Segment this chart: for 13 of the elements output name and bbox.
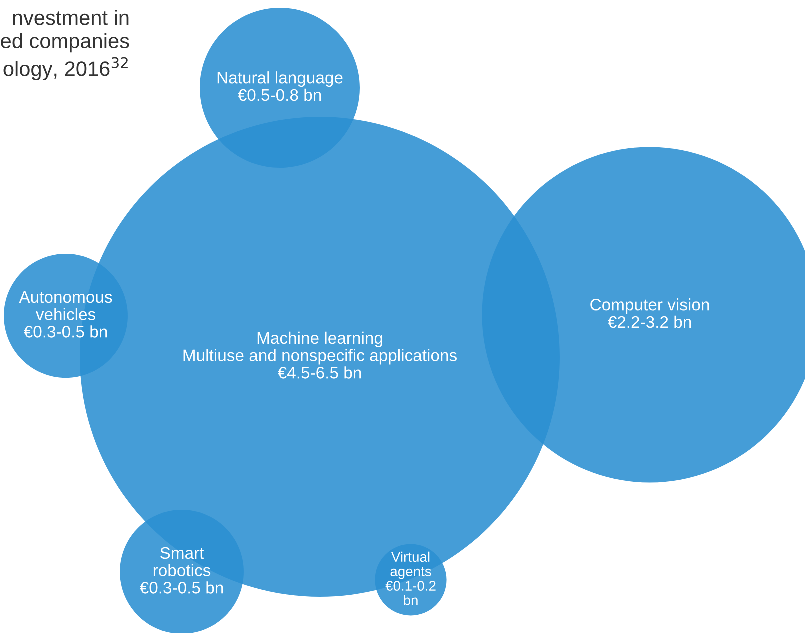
- category-label: Autonomous vehicles: [19, 291, 112, 320]
- data-label: €0.1-0.2 bn: [386, 581, 436, 606]
- data-label: €2.2-3.2 bn: [608, 316, 692, 328]
- category-label: Virtual agents: [390, 552, 432, 580]
- category-label: Machine learning Multiuse and nonspecific applications: [184, 332, 457, 365]
- category-label: Smart robotics: [154, 547, 211, 576]
- text: nvestment in ed companies ology, 2016$^{32}$: [1, 10, 130, 80]
- data-label: €4.5-6.5 bn: [278, 366, 362, 379]
- data-label: €0.3-0.5 bn: [24, 326, 108, 338]
- data-label: €0.5-0.8 bn: [238, 88, 322, 102]
- category-label: Natural language: [218, 72, 343, 88]
- category-label: Computer vision: [590, 298, 710, 314]
- data-label: €0.3-0.5 bn: [140, 582, 224, 594]
